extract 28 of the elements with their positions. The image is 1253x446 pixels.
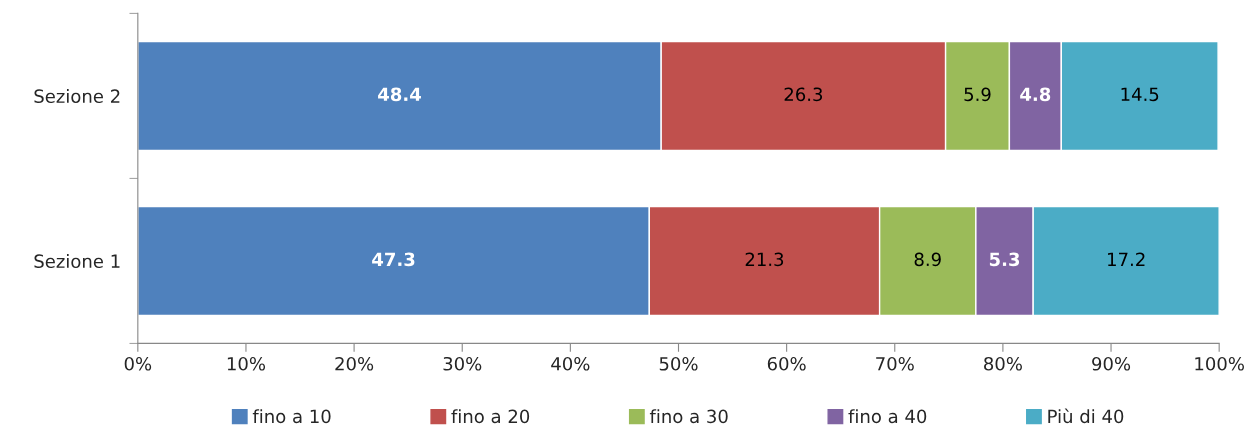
y-tick-label: Sezione 1 <box>34 254 120 269</box>
data-label: 8.9 <box>914 252 941 267</box>
x-tick-label: 80% <box>984 356 1022 371</box>
data-label: 14.5 <box>1121 87 1159 102</box>
data-label: 47.3 <box>372 252 415 267</box>
legend-label: Più di 40 <box>1048 408 1124 424</box>
x-tick-label: 40% <box>551 356 590 371</box>
x-tick-label: 100% <box>1195 356 1244 371</box>
data-label: 26.3 <box>784 87 823 102</box>
data-label: 17.2 <box>1108 252 1145 266</box>
legend-label: fino a 20 <box>451 409 530 424</box>
x-tick-label: 20% <box>335 356 374 371</box>
data-label: 48.4 <box>378 87 421 102</box>
data-label: 5.3 <box>989 252 1020 267</box>
data-label: 4.8 <box>1020 87 1051 102</box>
x-tick-label: 50% <box>659 356 698 371</box>
x-tick-label: 70% <box>876 356 914 371</box>
x-tick-label: 60% <box>767 356 806 371</box>
x-tick-label: 90% <box>1092 356 1131 371</box>
x-tick-label: 10% <box>227 356 266 371</box>
x-tick-label: 0% <box>124 356 152 371</box>
legend-label: fino a 40 <box>848 409 927 424</box>
y-tick-label: Sezione 2 <box>34 89 120 104</box>
legend-label: fino a 10 <box>252 409 331 424</box>
data-label: 21.3 <box>745 252 784 267</box>
x-tick-label: 30% <box>443 356 482 371</box>
legend-label: fino a 30 <box>649 409 728 424</box>
data-label: 5.9 <box>964 87 991 102</box>
